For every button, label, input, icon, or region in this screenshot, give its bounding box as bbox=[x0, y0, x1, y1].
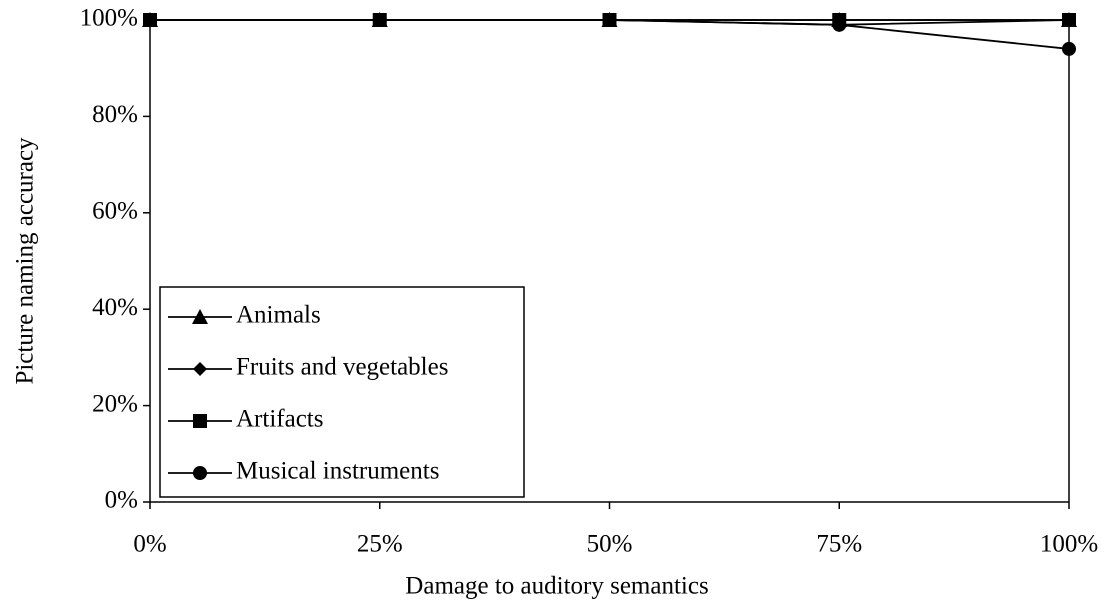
y-tick-label: 80% bbox=[92, 101, 138, 128]
legend-label: Animals bbox=[236, 302, 321, 329]
marker bbox=[1062, 41, 1076, 56]
legend-label: Fruits and vegetables bbox=[236, 354, 448, 381]
x-tick-label: 75% bbox=[816, 531, 862, 558]
legend-marker bbox=[193, 466, 207, 480]
legend-marker bbox=[193, 414, 207, 428]
x-tick-label: 0% bbox=[133, 531, 166, 558]
y-tick-label: 40% bbox=[92, 294, 138, 321]
y-tick-label: 100% bbox=[80, 5, 138, 32]
x-axis-label: Damage to auditory semantics bbox=[405, 573, 708, 600]
x-tick-label: 100% bbox=[1040, 531, 1098, 558]
y-axis-label: Picture naming accuracy bbox=[12, 137, 39, 385]
y-tick-label: 60% bbox=[92, 198, 138, 225]
x-tick-label: 50% bbox=[587, 531, 633, 558]
marker bbox=[602, 13, 617, 27]
legend-marker bbox=[192, 309, 208, 324]
marker bbox=[832, 17, 847, 32]
y-tick-label: 0% bbox=[105, 487, 138, 514]
marker bbox=[372, 13, 387, 27]
legend-label: Artifacts bbox=[236, 406, 323, 433]
marker bbox=[1062, 13, 1076, 27]
y-tick-label: 20% bbox=[92, 390, 138, 417]
legend-label: Musical instruments bbox=[236, 458, 439, 485]
x-tick-label: 25% bbox=[357, 531, 403, 558]
legend-box bbox=[159, 286, 525, 498]
marker bbox=[143, 13, 157, 27]
legend-marker bbox=[193, 362, 207, 376]
